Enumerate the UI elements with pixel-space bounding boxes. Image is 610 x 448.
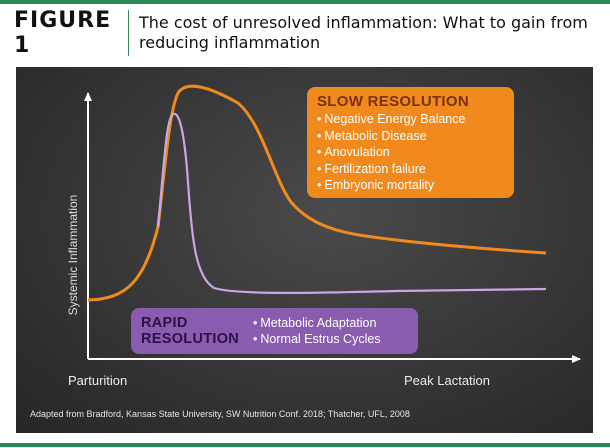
list-item: • Normal Estrus Cycles [253,331,381,347]
figure-title: The cost of unresolved inflammation: Wha… [139,13,588,52]
bullet-icon: • [317,112,322,126]
bullet-icon: • [253,332,258,346]
header-divider [128,10,129,56]
y-axis-label: Systemic Inflammation [66,194,80,316]
slow-resolution-list: • Negative Energy Balance • Metabolic Dise… [317,111,504,194]
rapid-resolution-list: • Metabolic Adaptation • Normal Estrus Cyc… [253,315,381,347]
list-item-text: Anovulation [324,145,390,159]
list-item-text: Negative Energy Balance [324,112,466,126]
list-item: • Embryonic mortality [317,177,504,194]
source-citation: Adapted from Bradford, Kansas State Univ… [30,409,410,419]
bullet-icon: • [317,161,322,176]
rapid-resolution-curve [156,112,547,294]
x-axis-end-label: Peak Lactation [404,373,491,388]
figure-label: FIGURE 1 [14,8,112,58]
list-item: • Metabolic Disease [317,128,504,145]
bullet-icon: • [317,145,322,159]
bullet-icon: • [253,316,258,330]
slow-resolution-title: SLOW RESOLUTION [317,93,469,110]
list-item-text: Fertilization failure [324,161,426,176]
top-rule [0,0,610,4]
bullet-icon: • [317,128,322,143]
x-axis-start-label: Parturition [68,373,128,388]
rapid-resolution-title: RAPID RESOLUTION [141,315,240,347]
figure-header: FIGURE 1 The cost of unresolved inflamma… [0,4,610,62]
bullet-icon: • [317,178,322,192]
list-item: • Metabolic Adaptation [253,315,381,331]
list-item-text: Embryonic mortality [324,178,435,192]
list-item: • Anovulation [317,144,504,161]
inflammation-diagram [84,84,581,363]
chalkboard-panel: Systemic Inflammation SLOW RESOLUTION • N… [16,67,593,433]
list-item: • Negative Energy Balance [317,111,504,128]
list-item-text: Metabolic Disease [324,128,427,143]
bottom-rule [0,443,610,447]
list-item-text: Normal Estrus Cycles [260,332,381,346]
list-item: • Fertilization failure [317,161,504,178]
list-item-text: Metabolic Adaptation [260,316,377,330]
slow-resolution-box: SLOW RESOLUTION • Negative Energy Balance… [307,87,514,198]
rapid-resolution-box: RAPID RESOLUTION • Metabolic Adaptation •… [131,308,418,354]
